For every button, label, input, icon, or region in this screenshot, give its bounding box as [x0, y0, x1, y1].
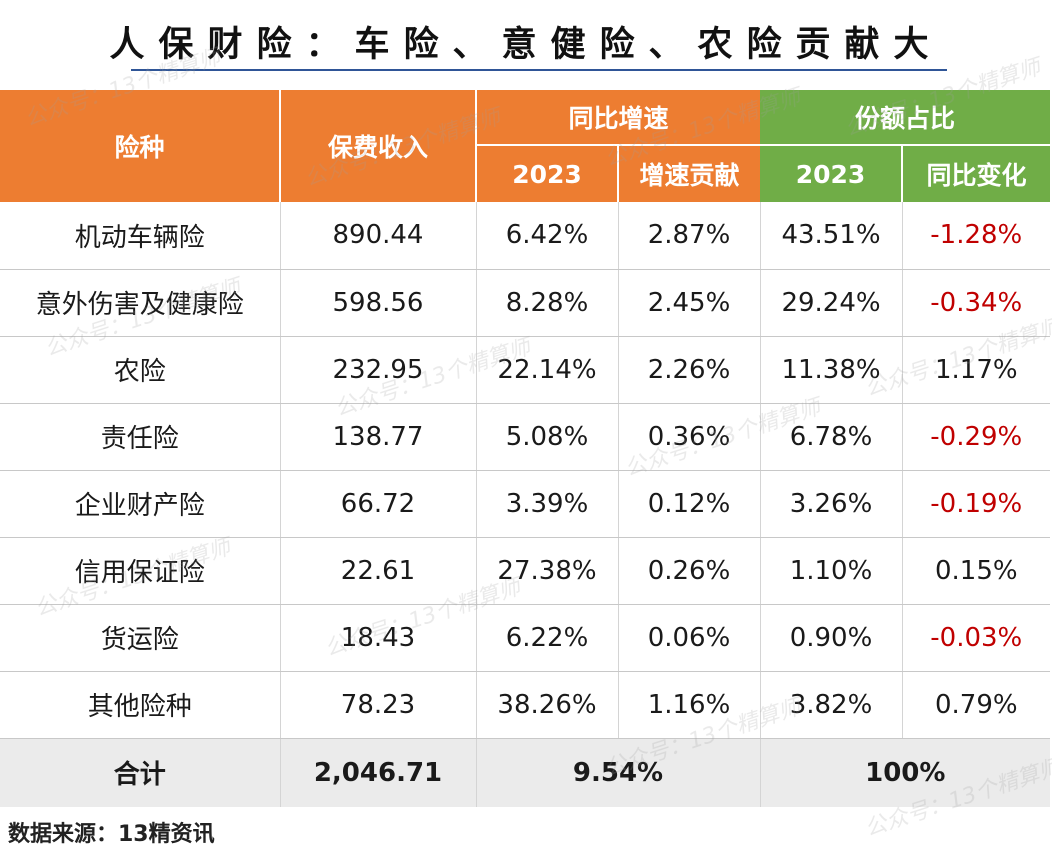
- table-row: 信用保证险 22.61 27.38% 0.26% 1.10% 0.15%: [0, 537, 1051, 605]
- row-change: -0.19%: [902, 470, 1051, 538]
- row-name: 意外伤害及健康险: [0, 269, 281, 337]
- row-share: 3.82%: [760, 671, 903, 739]
- row-share: 1.10%: [760, 537, 903, 605]
- page-title: 人保财险：车险、意健险、农险贡献大: [109, 25, 943, 65]
- row-share: 11.38%: [760, 336, 903, 404]
- header-share-change: 同比变化: [902, 145, 1051, 202]
- row-contrib: 2.26%: [618, 336, 761, 404]
- row-premium: 890.44: [280, 202, 477, 270]
- row-change: 0.79%: [902, 671, 1051, 739]
- row-contrib: 0.26%: [618, 537, 761, 605]
- row-growth: 6.22%: [476, 604, 619, 672]
- total-premium: 2,046.71: [280, 738, 477, 807]
- row-change: 0.15%: [902, 537, 1051, 605]
- row-name: 责任险: [0, 403, 281, 471]
- row-change: -1.28%: [902, 202, 1051, 270]
- header-growth-year: 2023: [476, 145, 619, 202]
- row-growth: 27.38%: [476, 537, 619, 605]
- row-growth: 6.42%: [476, 202, 619, 270]
- row-contrib: 0.36%: [618, 403, 761, 471]
- table-row: 责任险 138.77 5.08% 0.36% 6.78% -0.29%: [0, 403, 1051, 471]
- row-share: 43.51%: [760, 202, 903, 270]
- row-share: 0.90%: [760, 604, 903, 672]
- row-share: 6.78%: [760, 403, 903, 471]
- row-name: 企业财产险: [0, 470, 281, 538]
- table-row: 企业财产险 66.72 3.39% 0.12% 3.26% -0.19%: [0, 470, 1051, 538]
- row-growth: 22.14%: [476, 336, 619, 404]
- table-row: 意外伤害及健康险 598.56 8.28% 2.45% 29.24% -0.34…: [0, 269, 1051, 337]
- header-share-year: 2023: [760, 145, 904, 202]
- table-row: 货运险 18.43 6.22% 0.06% 0.90% -0.03%: [0, 604, 1051, 672]
- total-growth: 9.54%: [476, 738, 761, 807]
- total-share: 100%: [760, 738, 1051, 807]
- row-change: -0.29%: [902, 403, 1051, 471]
- row-premium: 18.43: [280, 604, 477, 672]
- row-change: -0.34%: [902, 269, 1051, 337]
- header-growth-group: 同比增速: [476, 90, 761, 146]
- row-growth: 5.08%: [476, 403, 619, 471]
- row-contrib: 0.06%: [618, 604, 761, 672]
- row-name: 信用保证险: [0, 537, 281, 605]
- row-premium: 598.56: [280, 269, 477, 337]
- title-underline: [131, 69, 947, 71]
- row-contrib: 0.12%: [618, 470, 761, 538]
- row-change: -0.03%: [902, 604, 1051, 672]
- row-premium: 78.23: [280, 671, 477, 739]
- row-contrib: 2.45%: [618, 269, 761, 337]
- total-label: 合计: [0, 738, 281, 807]
- header-share-group: 份额占比: [760, 90, 1051, 146]
- row-growth: 3.39%: [476, 470, 619, 538]
- row-change: 1.17%: [902, 336, 1051, 404]
- row-contrib: 2.87%: [618, 202, 761, 270]
- row-name: 其他险种: [0, 671, 281, 739]
- row-growth: 8.28%: [476, 269, 619, 337]
- total-row: 合计 2,046.71 9.54% 100%: [0, 738, 1051, 807]
- table-row: 其他险种 78.23 38.26% 1.16% 3.82% 0.79%: [0, 671, 1051, 739]
- row-share: 3.26%: [760, 470, 903, 538]
- data-source-note: 数据来源：13精资讯: [8, 822, 215, 847]
- row-share: 29.24%: [760, 269, 903, 337]
- row-premium: 22.61: [280, 537, 477, 605]
- row-name: 货运险: [0, 604, 281, 672]
- header-growth-contrib: 增速贡献: [618, 145, 761, 202]
- table-row: 机动车辆险 890.44 6.42% 2.87% 43.51% -1.28%: [0, 202, 1051, 270]
- row-premium: 138.77: [280, 403, 477, 471]
- row-premium: 232.95: [280, 336, 477, 404]
- table-row: 农险 232.95 22.14% 2.26% 11.38% 1.17%: [0, 336, 1051, 404]
- row-contrib: 1.16%: [618, 671, 761, 739]
- row-name: 机动车辆险: [0, 202, 281, 270]
- insurance-table: 险种 保费收入 同比增速 份额占比 2023 增速贡献 2023 同比变化 机动…: [0, 90, 1051, 807]
- header-premium: 保费收入: [280, 90, 477, 202]
- header-type: 险种: [0, 90, 281, 202]
- row-premium: 66.72: [280, 470, 477, 538]
- row-name: 农险: [0, 336, 281, 404]
- row-growth: 38.26%: [476, 671, 619, 739]
